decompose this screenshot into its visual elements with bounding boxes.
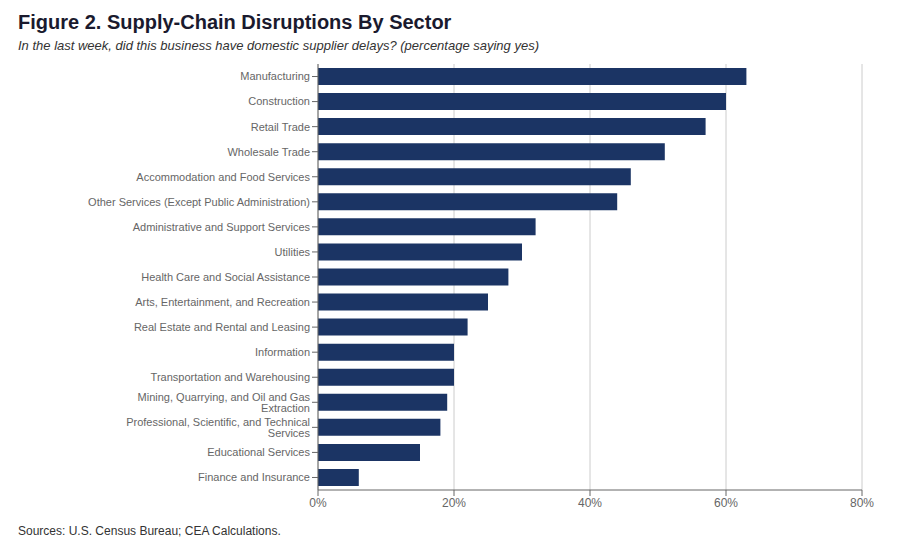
svg-text:0%: 0% [309, 496, 327, 510]
svg-text:80%: 80% [850, 496, 874, 510]
svg-text:Other Services (Except Public: Other Services (Except Public Administra… [88, 196, 310, 208]
svg-text:Wholesale Trade: Wholesale Trade [227, 146, 310, 158]
svg-text:Health Care and Social Assista: Health Care and Social Assistance [141, 271, 310, 283]
svg-text:Transportation and Warehousing: Transportation and Warehousing [151, 371, 310, 383]
svg-text:Utilities: Utilities [275, 246, 311, 258]
svg-text:Manufacturing: Manufacturing [240, 70, 310, 82]
svg-text:Real Estate and Rental and Lea: Real Estate and Rental and Leasing [134, 321, 310, 333]
html-text:Figure 2. Supply-Chain Disrupt: Figure 2. Supply-Chain Disruptions By Se… [18, 11, 452, 33]
svg-text:Finance and Insurance: Finance and Insurance [198, 471, 310, 483]
svg-text:Accommodation and Food Service: Accommodation and Food Services [136, 171, 310, 183]
svg-text:40%: 40% [578, 496, 602, 510]
svg-text:Arts, Entertainment, and Recre: Arts, Entertainment, and Recreation [135, 296, 310, 308]
svg-text:20%: 20% [442, 496, 466, 510]
svg-text:Mining, Quarrying, and Oil and: Mining, Quarrying, and Oil and GasExtrac… [138, 391, 311, 414]
svg-text:Retail Trade: Retail Trade [251, 121, 310, 133]
html-text:In the last week, did this bus: In the last week, did this business have… [18, 38, 539, 53]
svg-text:Information: Information [255, 346, 310, 358]
html-text:Sources: U.S. Census Bureau; C: Sources: U.S. Census Bureau; CEA Calcula… [18, 524, 281, 538]
svg-text:Construction: Construction [248, 95, 310, 107]
svg-text:Administrative and Support Ser: Administrative and Support Services [133, 221, 311, 233]
svg-text:Educational Services: Educational Services [207, 446, 310, 458]
svg-text:60%: 60% [714, 496, 738, 510]
svg-text:Professional, Scientific, and: Professional, Scientific, and TechnicalS… [126, 416, 310, 439]
